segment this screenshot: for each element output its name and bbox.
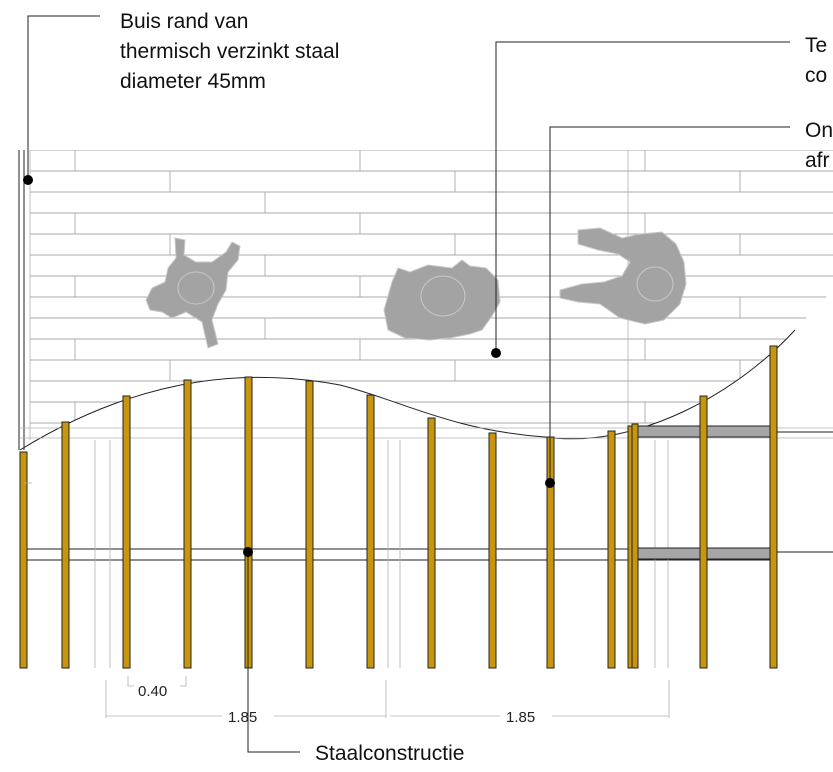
figure-left bbox=[145, 237, 241, 349]
figure-middle bbox=[383, 259, 501, 341]
steel-post bbox=[183, 379, 192, 669]
steel-post bbox=[61, 421, 70, 669]
bottom-label: Staalconstructie bbox=[315, 742, 464, 765]
tube-label-line-3: diameter 45mm bbox=[120, 70, 266, 93]
top-right-label-1: Te bbox=[805, 34, 827, 57]
svg-text:0.40: 0.40 bbox=[138, 683, 167, 700]
steel-post bbox=[488, 432, 497, 669]
mid-right-label-2: afr bbox=[805, 149, 830, 172]
steel-post bbox=[122, 395, 131, 669]
svg-text:1.85: 1.85 bbox=[228, 709, 257, 726]
steel-post bbox=[427, 417, 436, 669]
tube-label-line-1: Buis rand van bbox=[120, 10, 248, 33]
dimension-bay-left: 1.85 bbox=[105, 680, 387, 726]
steel-post bbox=[699, 395, 708, 669]
steel-posts bbox=[19, 345, 778, 669]
steel-post bbox=[305, 380, 314, 669]
steel-post bbox=[631, 423, 639, 669]
dimension-spacing: 0.40 bbox=[127, 676, 187, 700]
leader-tube bbox=[23, 15, 100, 185]
dimension-bay-right: 1.85 bbox=[390, 680, 670, 726]
mid-right-label-1: On bbox=[805, 119, 833, 142]
tube-label-line-2: thermisch verzinkt staal bbox=[120, 40, 339, 63]
construction-lines bbox=[20, 150, 833, 668]
svg-text:1.85: 1.85 bbox=[506, 709, 535, 726]
tube-edge bbox=[18, 150, 31, 450]
figure-right bbox=[559, 227, 687, 325]
leader-bottom bbox=[243, 547, 300, 753]
side-dimension-a: 0 bbox=[829, 478, 833, 486]
side-dimension-b: 0 bbox=[829, 498, 833, 506]
steel-post bbox=[366, 394, 375, 669]
steel-post bbox=[19, 451, 28, 669]
steel-post bbox=[607, 430, 616, 669]
leader-top-right bbox=[491, 41, 790, 358]
steel-post bbox=[769, 345, 778, 669]
top-right-label-2: co bbox=[805, 64, 827, 87]
leader-mid-right bbox=[545, 126, 790, 488]
